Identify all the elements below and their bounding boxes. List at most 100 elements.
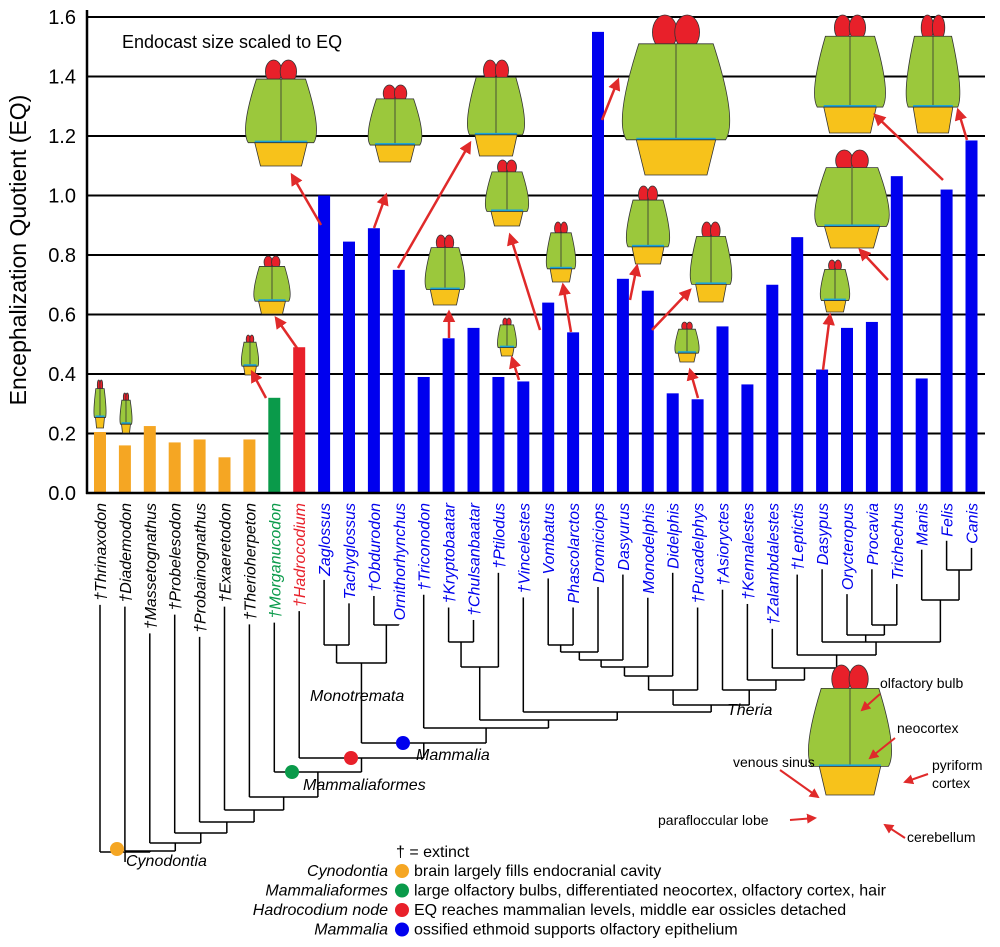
bar <box>841 327 853 493</box>
label-cerebellum: cerebellum <box>907 829 975 845</box>
endocast-brain-icon <box>545 221 577 283</box>
endocast-brain-icon <box>625 185 671 265</box>
bar <box>567 332 580 493</box>
bar <box>641 290 654 493</box>
taxon-label: †Kryptobaatar <box>442 502 459 603</box>
bar <box>517 381 530 493</box>
taxon-label: Zaglossus <box>317 503 334 577</box>
y-tick-label: 0.2 <box>48 424 76 446</box>
arrow-icon <box>507 232 542 331</box>
legend: † = extinct Cynodontia brain largely fill… <box>253 844 887 939</box>
legend-node-icon <box>395 903 409 917</box>
chart-annotation: Endocast size scaled to EQ <box>122 32 342 52</box>
node-mammaliaformes <box>285 765 299 779</box>
endocast-brain-icon <box>814 149 890 249</box>
endocast-brain-icon <box>467 59 525 157</box>
bar <box>243 439 256 493</box>
legend-node-icon <box>395 864 409 878</box>
inset-brain-anatomy: olfactory bulb neocortex pyriform cortex… <box>658 664 983 845</box>
arrow-icon <box>250 369 268 399</box>
taxon-label: †Therioherpeton <box>242 503 259 621</box>
bar <box>94 432 106 493</box>
y-tick-label: 1.6 <box>48 7 76 29</box>
bar <box>492 376 505 493</box>
bar <box>417 376 430 493</box>
bar <box>691 399 704 493</box>
taxon-label: †Exaeretodon <box>218 503 235 603</box>
bar <box>592 31 604 493</box>
bar <box>616 278 629 493</box>
taxon-label: Canis <box>965 503 982 544</box>
legend-node-icon <box>395 922 409 937</box>
y-tick-labels: 0.0 0.2 0.4 0.6 0.8 1.0 1.2 1.4 1.6 <box>48 7 76 505</box>
endocast-brain-icon <box>814 14 886 134</box>
arrow-icon <box>821 312 835 371</box>
legend-clade-name: Cynodontia <box>307 863 388 880</box>
legend-node-icon <box>395 883 409 898</box>
clade-cynodontia: Cynodontia <box>126 853 207 870</box>
legend-clade-name: Mammaliaformes <box>265 883 388 900</box>
bar <box>816 369 829 493</box>
legend-description: large olfactory bulbs, differentiated ne… <box>414 883 887 900</box>
taxon-label: †Probelesodon <box>168 503 185 611</box>
arrow-icon <box>873 113 944 181</box>
bar <box>168 442 181 493</box>
arrow-icon <box>372 192 389 229</box>
taxon-label: †Zalambdalestes <box>765 503 782 625</box>
taxon-label: Didelphis <box>666 503 683 569</box>
endocast-brain-icon <box>621 14 731 176</box>
bar <box>791 237 804 493</box>
arrow-icon <box>558 282 573 333</box>
arrow-icon <box>290 172 323 226</box>
taxon-label: †Hadrocodium <box>292 503 309 607</box>
bar <box>467 327 480 493</box>
taxon-label: Phascolarctos <box>566 503 583 604</box>
bar <box>741 384 754 493</box>
bar <box>865 321 878 493</box>
bar <box>766 284 779 493</box>
bar <box>367 228 380 493</box>
y-tick-label: 0.4 <box>48 364 76 386</box>
bar <box>940 189 953 494</box>
node-hadrocodium <box>344 751 358 765</box>
taxon-label: Monodelphis <box>641 503 658 594</box>
endocast-illustrations <box>93 14 969 434</box>
arrow-icon <box>274 315 299 349</box>
y-tick-label: 1.2 <box>48 126 76 148</box>
bar <box>965 140 978 493</box>
clade-theria: Theria <box>727 702 772 719</box>
y-tick-label: 0.0 <box>48 483 76 505</box>
taxon-label: Dromiciops <box>591 503 608 583</box>
y-tick-label: 0.8 <box>48 245 76 267</box>
endocast-brain-icon <box>819 259 851 313</box>
taxon-label: Dasyurus <box>616 503 633 571</box>
endocast-brain-icon <box>119 392 133 434</box>
legend-clade-name: Hadrocodium node <box>253 902 388 919</box>
endocast-brain-icon <box>424 234 466 306</box>
bars <box>94 31 978 494</box>
taxon-label: †Pucadelphys <box>691 503 708 604</box>
phylogeny-tree <box>99 540 973 862</box>
label-venous-sinus: venous sinus <box>733 754 815 770</box>
taxon-label: †Morganucodon <box>267 503 284 619</box>
legend-description: EQ reaches mammalian levels, middle ear … <box>414 902 846 919</box>
arrow-icon <box>686 367 700 399</box>
endocast-brain-icon <box>484 159 530 227</box>
endocast-brain-icon <box>497 317 517 357</box>
arrow-icon <box>651 288 692 331</box>
taxon-label: Dasypus <box>815 503 832 565</box>
y-axis-label: Encephalization Quotient (EQ) <box>5 95 31 406</box>
node-mammalia <box>396 736 410 750</box>
taxon-label: †Massetognathus <box>143 503 160 629</box>
taxon-label: †Diademodon <box>118 503 135 603</box>
taxon-label: Manis <box>915 503 932 546</box>
taxon-label: †Triconodon <box>417 503 434 591</box>
endocast-brain-icon <box>245 59 317 167</box>
label-neocortex: neocortex <box>897 720 958 736</box>
clade-mammalia: Mammalia <box>416 747 490 764</box>
taxon-label: †Chulsanbaatar <box>467 502 484 616</box>
label-pyriform: pyriform <box>932 757 983 773</box>
arrow-icon <box>628 263 642 301</box>
legend-description: brain largely fills endocranial cavity <box>414 863 661 880</box>
